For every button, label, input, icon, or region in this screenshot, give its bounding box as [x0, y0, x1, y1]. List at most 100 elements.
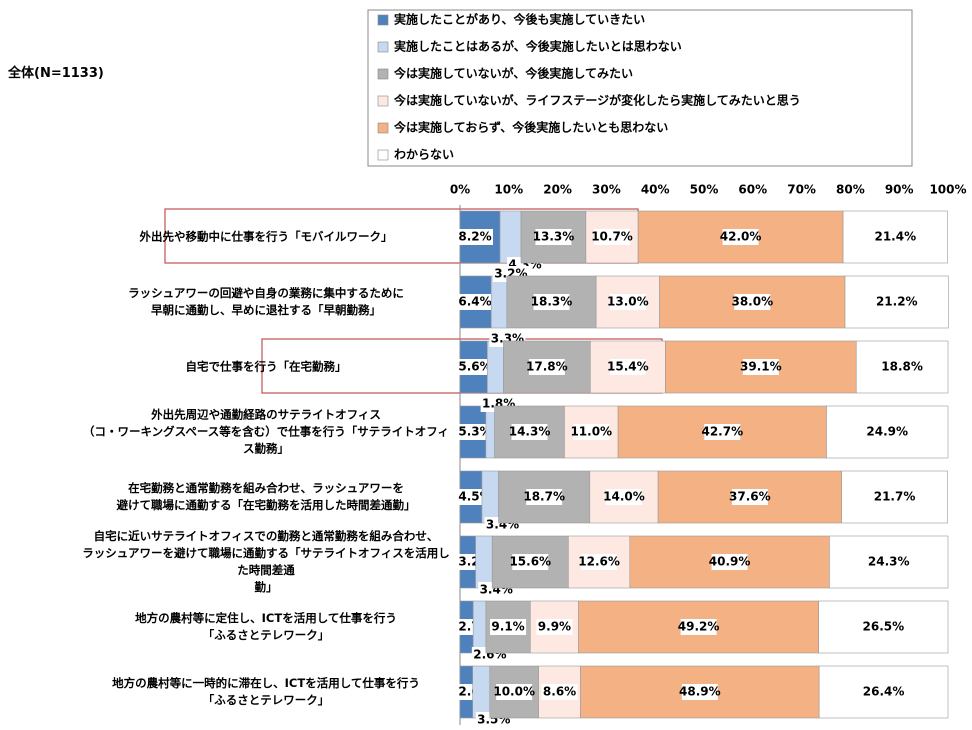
value-label: 14.0% [603, 490, 645, 504]
value-label: 48.9% [679, 685, 721, 699]
value-label-bg [457, 359, 493, 375]
value-label-bg [511, 424, 548, 440]
category-label: 自宅で仕事を行う「在宅勤務」 [185, 359, 347, 374]
value-label: 11.0% [570, 425, 612, 439]
bar-segment [490, 275, 508, 329]
value-label-bg [528, 359, 565, 375]
value-label-bg [876, 489, 913, 505]
value-label-bg [581, 554, 618, 570]
category-label: 自宅に近いサテライトオフィスでの勤務と通常勤務を組み合わせ、 ラッシュアワーを避… [82, 529, 450, 594]
value-label-bg [734, 294, 771, 310]
value-label: 8.2% [458, 230, 491, 244]
legend-label: 今は実施していないが、ライフステージが変化したら実施してみたいと思う [393, 93, 801, 108]
value-label-bg [711, 554, 748, 570]
value-label: 18.8% [881, 360, 923, 374]
legend-swatch [377, 149, 389, 161]
bar-segment [499, 210, 522, 264]
legend-swatch [377, 41, 389, 53]
value-label: 12.6% [578, 555, 620, 569]
bar-segment [589, 470, 659, 524]
x-tick-label: 100% [929, 183, 966, 197]
value-label-bg [865, 684, 902, 700]
legend-label: 今は実施しておらず、今後実施したいとも思わない [393, 120, 668, 135]
value-label-bg [526, 489, 563, 505]
value-label: 13.3% [533, 230, 575, 244]
value-label-bg [605, 489, 642, 505]
value-label: 40.9% [709, 555, 751, 569]
legend-swatch [377, 14, 389, 26]
legend-swatch [377, 95, 389, 107]
value-label-bg [878, 294, 915, 310]
value-label: 26.4% [863, 685, 905, 699]
value-label: 17.8% [526, 360, 568, 374]
bar-segment [481, 470, 499, 524]
value-label: 8.6% [543, 685, 576, 699]
x-tick-label: 90% [885, 183, 914, 197]
value-label-bg [870, 554, 907, 570]
value-label: 38.0% [731, 295, 773, 309]
category-label: 外出先周辺や通勤経路のサテライトオフィス （コ・ワーキングスペース等を含む）で仕… [82, 407, 450, 456]
chart-title: 全体(N=1133) [8, 66, 104, 81]
x-tick-label: 80% [836, 183, 865, 197]
legend-label: 今は実施していないが、今後実施してみたい [393, 66, 633, 81]
value-label-bg [722, 229, 759, 245]
value-label-bg [536, 619, 573, 635]
value-label-bg [573, 424, 610, 440]
value-label-bg [865, 619, 902, 635]
bar-segment [472, 600, 487, 654]
value-label: 18.7% [523, 490, 565, 504]
value-label-bg [457, 424, 493, 440]
legend-label: わからない [394, 148, 454, 162]
value-label-bg [869, 424, 906, 440]
value-label-bg [496, 684, 533, 700]
category-label: 外出先や移動中に仕事を行う「モバイルワーク」 [139, 229, 393, 244]
category-label: ラッシュアワーの回避や自身の業務に集中するために 早朝に通勤し、早めに退社する「… [128, 286, 404, 317]
bar-segment [472, 665, 491, 719]
value-label: 13.0% [607, 295, 649, 309]
value-label-bg [742, 359, 779, 375]
value-label-bg [680, 619, 717, 635]
value-label: 37.6% [729, 490, 771, 504]
x-tick-label: 20% [543, 183, 572, 197]
x-tick-label: 70% [787, 183, 816, 197]
value-label: 6.4% [458, 295, 491, 309]
value-label-bg [457, 294, 493, 310]
value-label-bg [533, 294, 570, 310]
value-label: 9.1% [491, 620, 524, 634]
bar-segment [487, 340, 504, 394]
value-label-bg [535, 229, 572, 245]
value-label: 21.7% [874, 490, 916, 504]
value-label-bg [609, 294, 646, 310]
legend-swatch [377, 68, 389, 80]
value-label: 15.6% [509, 555, 551, 569]
value-label-bg [541, 684, 578, 700]
category-label: 地方の農村等に定住し、ICTを活用して仕事を行う 「ふるさとテレワーク」 [135, 611, 397, 642]
value-label: 21.4% [874, 230, 916, 244]
value-label: 24.9% [866, 425, 908, 439]
x-tick-label: 50% [690, 183, 719, 197]
value-label: 18.3% [531, 295, 573, 309]
value-label: 14.3% [509, 425, 551, 439]
value-label: 39.1% [740, 360, 782, 374]
value-label: 10.0% [493, 685, 535, 699]
value-label-bg [490, 619, 527, 635]
value-label: 26.5% [863, 620, 905, 634]
value-label: 21.2% [876, 295, 918, 309]
value-label: 9.9% [538, 620, 571, 634]
value-label: 15.4% [607, 360, 649, 374]
value-label-bg [731, 489, 768, 505]
bar-segment [485, 405, 495, 459]
category-label: 地方の農村等に一時的に滞在し、ICTを活用して仕事を行う 「ふるさとテレワーク」 [112, 676, 420, 707]
legend-box [367, 9, 913, 167]
value-label: 5.6% [458, 360, 491, 374]
value-label-bg [609, 359, 646, 375]
value-label: 24.3% [868, 555, 910, 569]
legend-swatch [377, 122, 389, 134]
x-tick-label: 30% [592, 183, 621, 197]
legend-label: 実施したことはあるが、今後実施したいとは思わない [394, 39, 682, 54]
value-label: 42.7% [701, 425, 743, 439]
value-label-bg [681, 684, 718, 700]
value-label-bg [877, 229, 914, 245]
